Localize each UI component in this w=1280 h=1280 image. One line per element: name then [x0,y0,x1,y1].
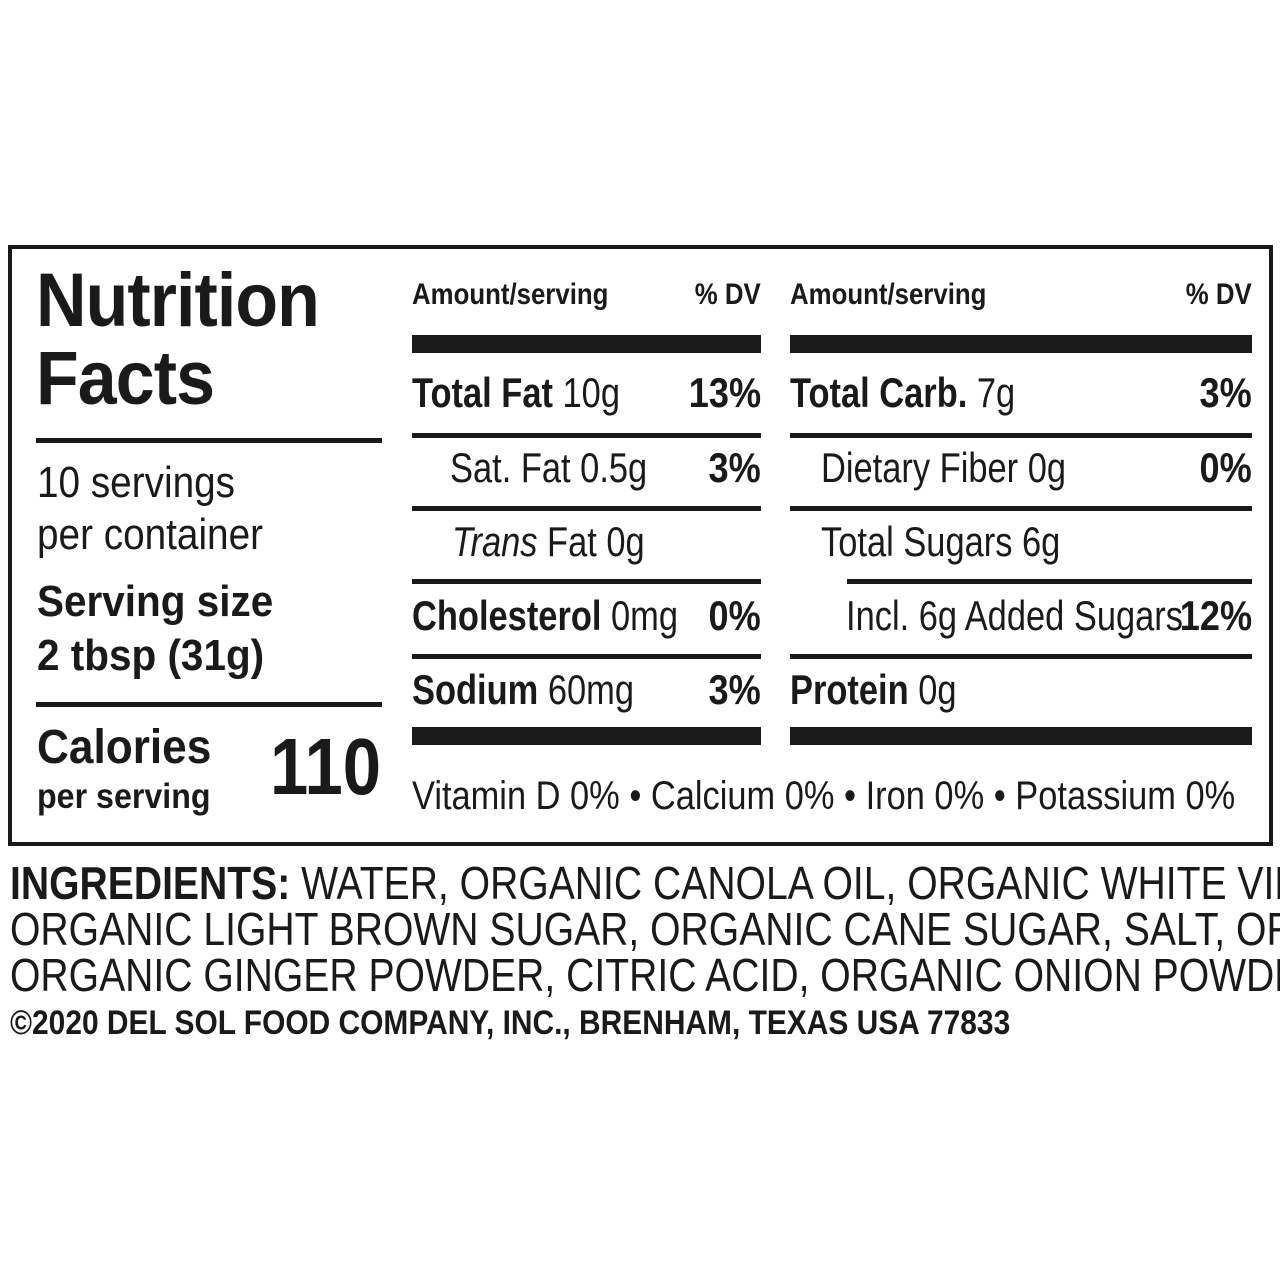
nutrient-name: Protein [790,666,909,713]
nutrient-dv: 13% [688,369,761,416]
calories-value: 110 [270,722,381,811]
nutrient-dv: 0% [708,592,761,639]
nutrient-row-sodium: Sodium 60mg 3% [412,665,761,715]
divider [412,433,761,438]
thick-divider [790,335,1252,353]
thick-divider [790,727,1252,745]
nutrient-name: Total Fat [412,369,553,416]
vitamins-minerals-line: Vitamin D 0% • Calcium 0% • Iron 0% • Po… [412,774,1236,818]
nutrient-dv: 12% [1179,592,1252,639]
nutrient-name: Incl. 6g Added Sugars [846,592,1183,639]
header-dv: % DV [695,278,761,311]
calories-label: Calories [37,721,212,774]
nutrient-name: Sodium [412,666,539,713]
nutrient-column-middle: Amount/serving % DV Total Fat 10g 13% Sa… [412,249,761,809]
nutrient-amount: 6g [1022,518,1061,565]
nutrient-row-cholesterol: Cholesterol 0mg 0% [412,591,761,641]
nutrient-amount: 0.5g [580,444,648,491]
ingredients-heading: INGREDIENTS: [10,857,291,909]
serving-size-value: 2 tbsp (31g) [37,631,265,680]
nutrient-row-total-sugars: Total Sugars 6g [790,517,1252,567]
nutrient-amount: 0g [606,518,645,565]
ingredients-line-1: WATER, ORGANIC CANOLA OIL, ORGANIC WHITE… [301,857,1280,909]
nutrient-row-trans-fat: Trans Fat 0g [412,517,761,567]
servings-per-container: 10 servings per container [37,457,263,561]
nutrient-dv: 3% [708,444,761,491]
nutrient-row-added-sugars: Incl. 6g Added Sugars 12% [790,591,1252,641]
nutrient-amount: 0mg [611,592,679,639]
divider [412,579,761,584]
divider [412,654,761,659]
divider [412,506,761,511]
nutrient-name: Sat. Fat [450,444,571,491]
title-line-2: Facts [36,336,215,421]
serving-size: Serving size 2 tbsp (31g) [37,575,273,683]
nutrient-name: Dietary Fiber [821,444,1019,491]
divider [790,433,1252,438]
nutrient-amount: 60mg [547,666,635,713]
divider [36,438,382,443]
nutrient-row-total-fat: Total Fat 10g 13% [412,368,761,418]
divider [36,702,382,707]
nutrient-name: Total Sugars [821,518,1013,565]
nutrition-facts-panel: Nutrition Facts 10 servings per containe… [8,245,1273,846]
divider [790,506,1252,511]
servings-line-1: 10 servings [37,458,236,507]
nutrient-row-total-carb: Total Carb. 7g 3% [790,368,1252,418]
thick-divider [412,335,761,353]
ingredients-list: INGREDIENTS: WATER, ORGANIC CANOLA OIL, … [10,857,1280,1001]
nutrient-row-dietary-fiber: Dietary Fiber 0g 0% [790,443,1252,493]
nutrient-row-sat-fat: Sat. Fat 0.5g 3% [412,443,761,493]
servings-line-2: per container [37,510,264,559]
thick-divider [412,727,761,745]
divider [790,654,1252,659]
nutrient-dv: 0% [1199,444,1252,491]
calories-per-serving-label: per serving [37,777,211,816]
header-amount: Amount/serving [412,278,609,311]
nutrient-name: Cholesterol [412,592,602,639]
ingredients-line-2: ORGANIC LIGHT BROWN SUGAR, ORGANIC CANE … [10,903,1280,955]
nutrient-row-protein: Protein 0g [790,665,1252,715]
nutrient-name-italic: Trans [452,518,538,565]
nutrient-name: Total Carb. [790,369,968,416]
nutrient-name: Fat [547,518,597,565]
nutrient-column-right: Amount/serving % DV Total Carb. 7g 3% Di… [790,249,1252,809]
divider [847,579,1252,584]
nutrient-dv: 3% [1199,369,1252,416]
nutrient-amount: 0g [1027,444,1067,491]
nutrient-amount: 7g [976,369,1016,416]
header-dv: % DV [1186,278,1252,311]
nutrient-amount: 10g [562,369,620,416]
nutrient-dv: 3% [708,666,761,713]
title-line-1: Nutrition [36,258,320,343]
copyright-line: ©2020 DEL SOL FOOD COMPANY, INC., BRENHA… [10,1004,1011,1042]
serving-size-label: Serving size [37,577,274,626]
header-amount: Amount/serving [790,278,987,311]
nutrient-amount: 0g [918,666,957,713]
ingredients-line-3: ORGANIC GINGER POWDER, CITRIC ACID, ORGA… [10,949,1280,1001]
